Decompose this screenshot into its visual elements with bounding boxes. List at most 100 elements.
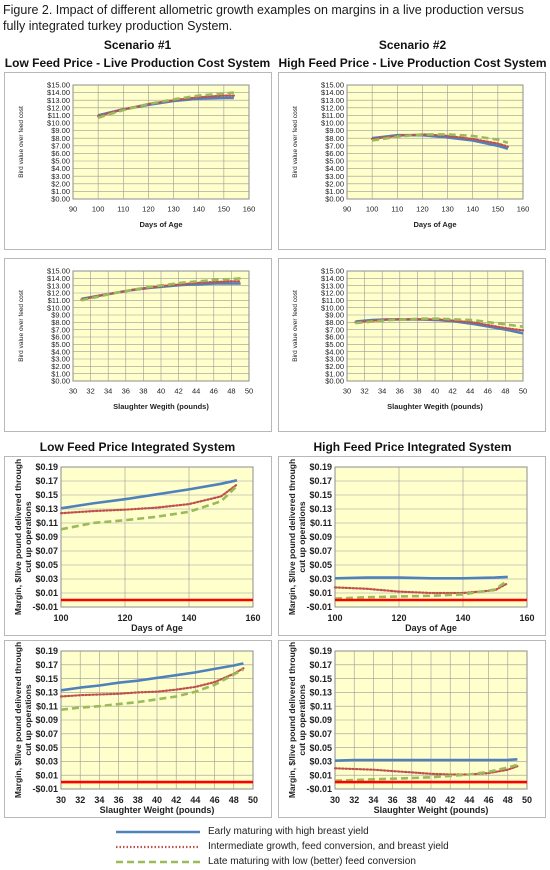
y-tick-label: $0.01: [35, 588, 58, 598]
y-tick-label: $4.00: [51, 164, 70, 173]
y-tick-label: $4.00: [325, 347, 344, 356]
x-tick-label: 50: [248, 795, 258, 805]
x-tick-label: 44: [464, 795, 474, 805]
y-tick-label: $7.00: [325, 141, 344, 150]
y-tick-label: $0.19: [35, 646, 58, 656]
x-tick-label: 110: [391, 205, 403, 214]
y-axis-label-line: cut up operations: [297, 501, 307, 573]
x-axis-label: Slaughter Wegith (pounds): [387, 402, 483, 411]
mid-right-title: High Feed Price Integrated System: [313, 440, 512, 454]
x-tick-label: 36: [122, 387, 130, 396]
y-tick-label: $8.00: [325, 318, 344, 327]
top-right-title: High Feed Price - Live Production Cost S…: [278, 56, 547, 70]
y-tick-label: $6.00: [325, 333, 344, 342]
chart-panel-7: -$0.01 $0.01 $0.03 $0.05 $0.07 $0.09 $0.11 $0.1…: [4, 640, 272, 818]
x-tick-label: 46: [210, 795, 220, 805]
chart-8-svg: -$0.01 $0.01 $0.03 $0.05 $0.07 $0.09 $0.11 $0.1…: [287, 642, 532, 815]
x-tick-label: 32: [75, 795, 85, 805]
x-tick-label: 44: [190, 795, 200, 805]
y-tick-label: $12.00: [321, 289, 344, 298]
y-tick-label: $0.07: [35, 729, 58, 739]
x-tick-label: 42: [445, 795, 455, 805]
y-tick-label: $6.00: [325, 149, 344, 158]
x-tick-label: 42: [171, 795, 181, 805]
y-tick-label: $2.00: [325, 179, 344, 188]
y-tick-label: $13.00: [321, 281, 344, 290]
y-tick-label: $12.00: [47, 289, 70, 298]
x-tick-label: 130: [167, 205, 180, 214]
x-tick-label: 42: [174, 387, 182, 396]
x-tick-label: 38: [133, 795, 143, 805]
x-tick-label: 32: [360, 387, 368, 396]
y-axis-label: Margin, $/live pound delivered throughcu…: [13, 459, 33, 615]
y-tick-label: $0.05: [35, 743, 58, 753]
x-tick-label: 40: [152, 795, 162, 805]
x-tick-label: 90: [69, 205, 77, 214]
late-maturing-line: [334, 579, 509, 600]
y-tick-label: $2.00: [51, 362, 70, 371]
x-tick-label: 120: [391, 613, 406, 623]
legend-swatch-late: [116, 860, 200, 864]
y-axis-label: Bird value over feed cost: [292, 290, 299, 362]
y-tick-label: $1.00: [325, 369, 344, 378]
chart-3-svg: $0.00$1.00$2.00$3.00$4.00$5.00$6.00$7.00…: [18, 267, 253, 411]
x-tick-label: 38: [407, 795, 417, 805]
x-tick-label: 40: [157, 387, 165, 396]
early-maturing-line: [60, 479, 238, 510]
y-tick-label: $2.00: [51, 179, 70, 188]
x-tick-label: 40: [431, 387, 439, 396]
x-tick-label: 160: [243, 205, 256, 214]
y-tick-label: $9.00: [325, 126, 344, 135]
x-tick-label: 32: [86, 387, 94, 396]
y-tick-label: $0.05: [35, 560, 58, 570]
y-tick-label: $0.05: [309, 743, 332, 753]
x-axis-label: Slaughter Weight (pounds): [374, 805, 489, 815]
y-tick-label: -$0.01: [306, 602, 332, 612]
chart-panel-4: $0.00 $1.00 $2.00 $3.00 $4.00 $5.00 $6.00 $7.00…: [278, 258, 546, 432]
y-tick-label: $0.13: [35, 504, 58, 514]
y-axis-label: Margin, $/live pound delivered throughcu…: [287, 459, 307, 615]
y-tick-label: $1.00: [51, 369, 70, 378]
x-tick-label: 120: [416, 205, 429, 214]
y-tick-label: $3.00: [51, 355, 70, 364]
legend-item-intermediate: Intermediate growth, feed conversion, an…: [108, 840, 548, 854]
y-tick-label: $0.19: [309, 646, 332, 656]
y-tick-label: $13.00: [321, 96, 344, 105]
late-maturing-line: [371, 133, 509, 145]
intermediate-line: [333, 765, 519, 776]
y-tick-label: -$0.01: [32, 602, 58, 612]
x-axis-label: Days of Age: [405, 623, 457, 633]
x-tick-label: 30: [56, 795, 66, 805]
y-tick-label: $0.05: [309, 560, 332, 570]
y-tick-label: $0.00: [51, 195, 70, 204]
y-tick-label: $11.00: [322, 296, 344, 305]
y-tick-label: $0.13: [309, 504, 332, 514]
y-tick-label: $3.00: [325, 355, 344, 364]
x-tick-label: 34: [94, 795, 104, 805]
chart-panel-1: $0.00 $1.00 $2.00 $3.00 $4.00 $5.00 $6.00 $7.00…: [4, 72, 272, 250]
chart-1-svg: $0.00$1.00$2.00$3.00$4.00$5.00$6.00$7.00…: [18, 81, 256, 229]
y-tick-label: $14.00: [47, 88, 70, 97]
x-tick-label: 42: [448, 387, 456, 396]
y-tick-label: $0.00: [325, 377, 344, 386]
y-tick-label: $4.00: [325, 164, 344, 173]
x-axis-label: Slaughter Wegith (pounds): [113, 402, 209, 411]
y-tick-label: $8.00: [325, 134, 344, 143]
y-tick-label: $9.00: [325, 311, 344, 320]
chart-6-svg: -$0.01 $0.01 $0.03 $0.05 $0.07 $0.09 $0.11 $0.1…: [287, 459, 535, 633]
x-tick-label: 40: [426, 795, 436, 805]
x-tick-label: 150: [492, 205, 505, 214]
y-tick-label: $5.00: [325, 340, 344, 349]
y-axis-label-line: cut up operations: [23, 501, 33, 573]
x-tick-label: 48: [227, 387, 235, 396]
x-tick-label: 46: [484, 795, 494, 805]
y-axis-label: Margin, $/live pound delivered throughcu…: [13, 642, 33, 798]
y-tick-label: $0.11: [310, 518, 332, 528]
y-tick-label: $3.00: [51, 172, 70, 181]
x-tick-label: 32: [349, 795, 359, 805]
mid-left-title: Low Feed Price Integrated System: [39, 440, 236, 454]
y-axis-label-line: Margin, $/live pound delivered through: [13, 642, 23, 798]
y-tick-label: $0.03: [35, 757, 58, 767]
x-tick-label: 34: [104, 387, 112, 396]
x-tick-label: 30: [69, 387, 77, 396]
